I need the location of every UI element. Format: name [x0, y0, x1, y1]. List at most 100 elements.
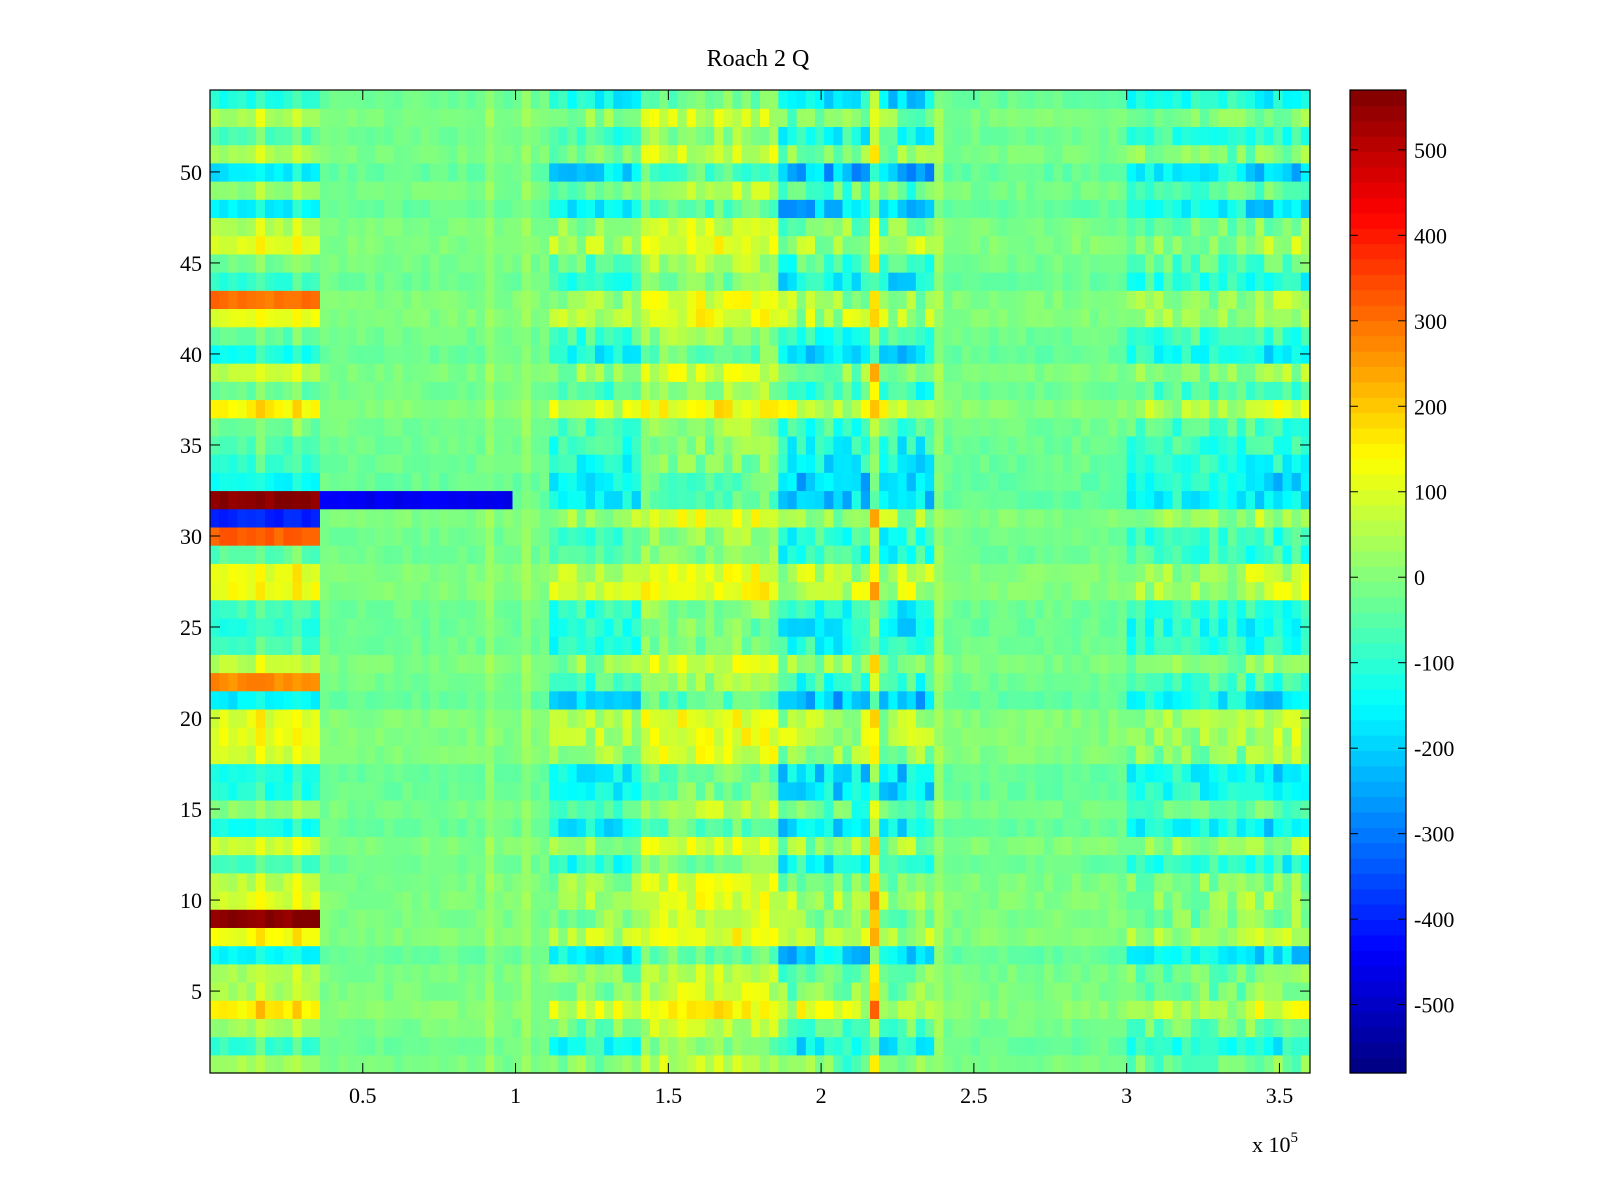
- heatmap-cell: [1163, 563, 1174, 583]
- heatmap-cell: [1245, 781, 1256, 801]
- heatmap-cell: [274, 927, 284, 947]
- heatmap-cell: [375, 708, 385, 728]
- heatmap-cell: [943, 1018, 954, 1038]
- heatmap-cell: [1227, 435, 1238, 455]
- heatmap-cell: [989, 363, 999, 382]
- heatmap-cell: [980, 799, 990, 819]
- heatmap-cell: [375, 872, 385, 892]
- heatmap-cell: [686, 1054, 697, 1074]
- heatmap-cell: [1172, 945, 1183, 965]
- heatmap-cell: [210, 836, 220, 856]
- heatmap-cell: [549, 781, 559, 801]
- heatmap-cell: [998, 1018, 1009, 1038]
- heatmap-cell: [705, 308, 715, 328]
- heatmap-cell: [1071, 781, 1082, 801]
- heatmap-cell: [1154, 818, 1164, 837]
- heatmap-cell: [860, 981, 871, 1001]
- heatmap-cell: [888, 945, 899, 965]
- heatmap-cell: [631, 854, 642, 874]
- heatmap-cell: [925, 563, 935, 583]
- heatmap-cell: [640, 581, 651, 601]
- heatmap-cell: [980, 381, 990, 401]
- heatmap-cell: [411, 1054, 422, 1074]
- heatmap-cell: [622, 1018, 633, 1038]
- heatmap-cell: [567, 781, 578, 801]
- heatmap-cell: [1062, 581, 1073, 601]
- heatmap-cell: [466, 399, 477, 419]
- heatmap-cell: [255, 545, 266, 564]
- heatmap-cell: [631, 581, 642, 601]
- heatmap-cell: [1035, 545, 1045, 564]
- heatmap-cell: [595, 672, 605, 692]
- heatmap-cell: [1044, 818, 1054, 837]
- heatmap-cell: [246, 890, 257, 910]
- heatmap-cell: [1218, 981, 1229, 1001]
- heatmap-cell: [888, 981, 899, 1001]
- heatmap-cell: [970, 1000, 981, 1019]
- heatmap-cell: [796, 472, 807, 492]
- heatmap-cell: [915, 745, 926, 765]
- heatmap-cell: [650, 727, 660, 746]
- heatmap-cell: [750, 672, 761, 692]
- heatmap-cell: [750, 417, 761, 437]
- heatmap-cell: [1025, 781, 1036, 801]
- heatmap-cell: [475, 981, 486, 1001]
- heatmap-cell: [787, 636, 798, 655]
- heatmap-cell: [1190, 872, 1201, 892]
- heatmap-cell: [842, 344, 853, 364]
- heatmap-cell: [338, 1018, 349, 1038]
- heatmap-cell: [668, 745, 679, 765]
- heatmap-cell: [1053, 799, 1064, 819]
- heatmap-cell: [998, 745, 1009, 765]
- heatmap-cell: [833, 890, 844, 910]
- heatmap-cell: [1062, 836, 1073, 856]
- heatmap-cell: [1145, 872, 1155, 892]
- heatmap-cell: [1190, 1000, 1201, 1019]
- heatmap-cell: [1035, 472, 1045, 492]
- heatmap-cell: [1025, 927, 1036, 947]
- heatmap-cell: [393, 381, 404, 401]
- heatmap-cell: [1108, 708, 1119, 728]
- heatmap-cell: [723, 308, 734, 328]
- heatmap-cell: [310, 963, 321, 983]
- heatmap-cell: [842, 472, 853, 492]
- heatmap-cell: [604, 526, 614, 546]
- heatmap-cell: [1016, 708, 1027, 728]
- heatmap-cell: [1025, 326, 1036, 346]
- heatmap-cell: [805, 381, 816, 401]
- heatmap-cell: [210, 399, 220, 419]
- heatmap-cell: [246, 599, 257, 619]
- heatmap-cell: [1099, 599, 1109, 619]
- heatmap-cell: [411, 909, 422, 928]
- heatmap-cell: [1236, 727, 1247, 746]
- heatmap-cell: [980, 672, 990, 692]
- heatmap-cell: [1172, 854, 1183, 874]
- heatmap-cell: [622, 344, 633, 364]
- heatmap-cell: [778, 417, 789, 437]
- heatmap-cell: [613, 799, 624, 819]
- heatmap-cell: [677, 417, 688, 437]
- heatmap-cell: [1227, 909, 1238, 928]
- heatmap-cell: [1209, 1054, 1219, 1074]
- heatmap-cell: [943, 690, 954, 710]
- heatmap-cell: [640, 708, 651, 728]
- heatmap-cell: [989, 472, 999, 492]
- heatmap-cell: [1200, 1000, 1210, 1019]
- heatmap-cell: [338, 763, 349, 783]
- heatmap-cell: [989, 872, 999, 892]
- heatmap-cell: [320, 890, 330, 910]
- heatmap-cell: [265, 363, 275, 382]
- heatmap-cell: [530, 945, 541, 965]
- heatmap-cell: [906, 854, 917, 874]
- heatmap-cell: [1227, 490, 1238, 510]
- heatmap-cell: [576, 526, 587, 546]
- heatmap-cell: [576, 308, 587, 328]
- heatmap-cell: [1264, 599, 1274, 619]
- heatmap-cell: [668, 1036, 679, 1056]
- heatmap-cell: [842, 799, 853, 819]
- heatmap-cell: [604, 854, 614, 874]
- heatmap-cell: [457, 963, 468, 983]
- heatmap-cell: [668, 963, 679, 983]
- heatmap-cell: [714, 854, 724, 874]
- heatmap-cell: [1007, 654, 1018, 674]
